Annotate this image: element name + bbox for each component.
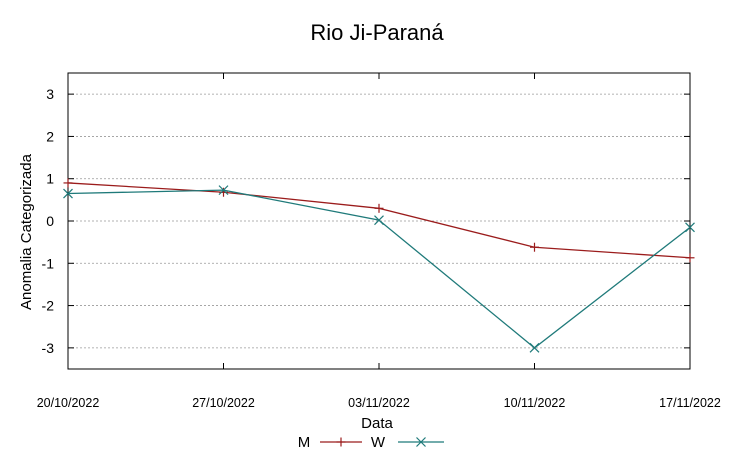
data-point — [219, 187, 228, 197]
x-tick-label: 17/11/2022 — [659, 396, 721, 410]
data-point — [529, 342, 540, 353]
chart-title: Rio Ji-Paraná — [310, 20, 444, 45]
y-tick-label: 2 — [46, 128, 54, 144]
data-point — [685, 253, 695, 263]
y-tick-label: -3 — [42, 340, 55, 356]
x-tick-label: 27/10/2022 — [192, 396, 255, 410]
legend-marker — [416, 437, 426, 447]
data-point — [685, 222, 695, 233]
y-tick-label: -2 — [42, 298, 55, 314]
y-axis-ticks: 3 2 1 0 -1 -2 -3 — [42, 86, 690, 356]
data-point — [530, 242, 539, 252]
y-tick-label: 0 — [46, 213, 54, 229]
legend-marker — [336, 437, 346, 447]
y-tick-label: 1 — [46, 171, 54, 187]
y-axis-label: Anomalia Categorizada — [18, 153, 35, 310]
x-tick-label: 03/11/2022 — [348, 396, 410, 410]
series-layer — [63, 178, 695, 353]
series-line-w — [67, 189, 691, 349]
legend-label: M — [298, 434, 311, 451]
y-tick-label: -1 — [42, 255, 55, 271]
x-tick-label: 20/10/2022 — [37, 396, 100, 410]
series-m — [63, 178, 695, 263]
legend-label: W — [371, 434, 386, 451]
data-point — [374, 215, 384, 226]
data-point — [63, 178, 73, 188]
data-point — [218, 185, 229, 196]
x-tick-label: 10/11/2022 — [504, 396, 566, 410]
data-point — [63, 188, 73, 199]
y-tick-label: 3 — [46, 86, 54, 102]
x-axis-label: Data — [361, 415, 393, 432]
series-w — [63, 185, 695, 353]
data-point — [374, 203, 384, 213]
x-axis-ticks: 20/10/2022 27/10/2022 03/11/2022 10/11/2022… — [37, 73, 721, 410]
